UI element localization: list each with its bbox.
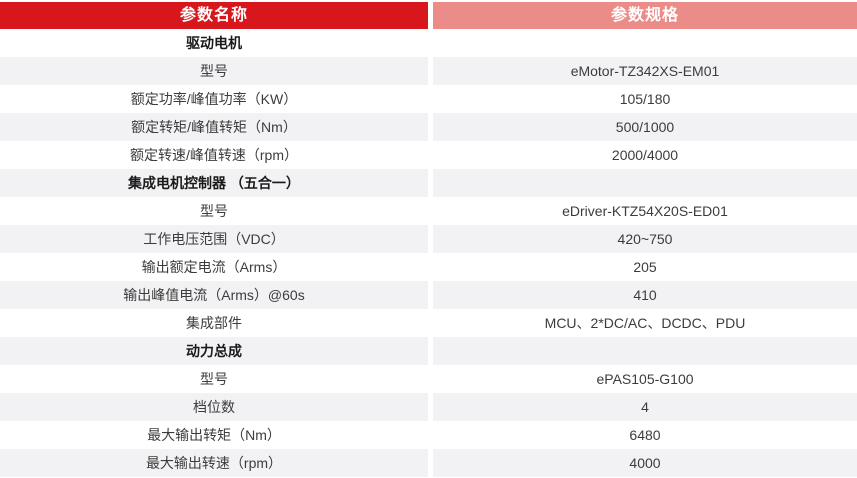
param-value-cell [433,29,857,57]
param-name-cell: 额定转矩/峰值转矩（Nm） [0,113,428,141]
param-name-cell: 档位数 [0,393,428,421]
param-name-cell: 型号 [0,197,428,225]
table-row: 档位数 4 [0,393,857,421]
header-param-spec: 参数规格 [433,2,857,29]
param-name-cell: 型号 [0,57,428,85]
table-row: 集成电机控制器 （五合一） [0,169,857,197]
table-header-row: 参数名称 参数规格 [0,2,857,29]
param-value-cell [433,169,857,197]
param-value-cell [433,337,857,365]
table-row: 最大输出转速（rpm） 4000 [0,449,857,477]
table-row: 工作电压范围（VDC） 420~750 [0,225,857,253]
param-value-cell: 4000 [433,449,857,477]
param-value-cell: 2000/4000 [433,141,857,169]
param-value-cell: 500/1000 [433,113,857,141]
table-row: 型号 eDriver-KTZ54X20S-ED01 [0,197,857,225]
table-row: 额定功率/峰值功率（KW） 105/180 [0,85,857,113]
table-row: 集成部件 MCU、2*DC/AC、DCDC、PDU [0,309,857,337]
param-value-cell: ePAS105-G100 [433,365,857,393]
param-name-cell: 集成电机控制器 （五合一） [0,169,428,197]
param-value-cell: 410 [433,281,857,309]
param-name-cell: 型号 [0,365,428,393]
table-row: 型号 eMotor-TZ342XS-EM01 [0,57,857,85]
param-value-cell: 6480 [433,421,857,449]
table-row: 额定转速/峰值转速（rpm） 2000/4000 [0,141,857,169]
param-name-cell: 工作电压范围（VDC） [0,225,428,253]
table-row: 输出额定电流（Arms） 205 [0,253,857,281]
header-param-name: 参数名称 [0,2,428,29]
table-row: 额定转矩/峰值转矩（Nm） 500/1000 [0,113,857,141]
table-body: 驱动电机 型号 eMotor-TZ342XS-EM01 额定功率/峰值功率（KW… [0,29,857,477]
param-value-cell: 420~750 [433,225,857,253]
param-name-cell: 输出峰值电流（Arms）@60s [0,281,428,309]
param-value-cell: eDriver-KTZ54X20S-ED01 [433,197,857,225]
param-value-cell: eMotor-TZ342XS-EM01 [433,57,857,85]
param-name-cell: 动力总成 [0,337,428,365]
param-name-cell: 驱动电机 [0,29,428,57]
param-name-cell: 额定转速/峰值转速（rpm） [0,141,428,169]
param-name-cell: 最大输出转矩（Nm） [0,421,428,449]
param-name-cell: 额定功率/峰值功率（KW） [0,85,428,113]
param-value-cell: 205 [433,253,857,281]
param-name-cell: 集成部件 [0,309,428,337]
param-value-cell: MCU、2*DC/AC、DCDC、PDU [433,309,857,337]
table-row: 最大输出转矩（Nm） 6480 [0,421,857,449]
table-row: 驱动电机 [0,29,857,57]
param-name-cell: 输出额定电流（Arms） [0,253,428,281]
param-name-cell: 最大输出转速（rpm） [0,449,428,477]
param-value-cell: 4 [433,393,857,421]
table-row: 型号 ePAS105-G100 [0,365,857,393]
table-row: 输出峰值电流（Arms）@60s 410 [0,281,857,309]
table-row: 动力总成 [0,337,857,365]
param-value-cell: 105/180 [433,85,857,113]
